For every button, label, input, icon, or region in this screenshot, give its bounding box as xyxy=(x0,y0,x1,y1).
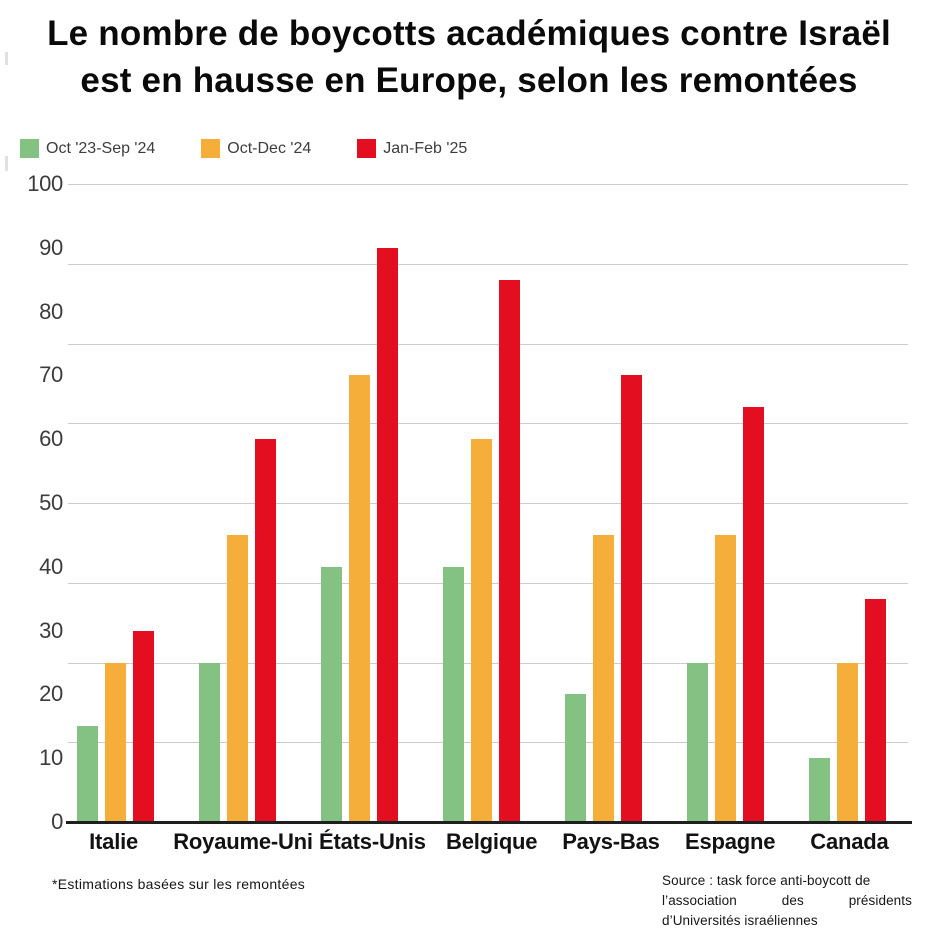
bar-états-unis-oct-23-sep-24 xyxy=(320,566,342,822)
y-tick-label-0: 0 xyxy=(51,809,63,834)
chart-title-line-1: Le nombre de boycotts académiques contre… xyxy=(47,14,891,53)
y-tick-label-60: 60 xyxy=(39,426,63,452)
gridline xyxy=(68,343,908,345)
y-tick-label-90: 90 xyxy=(39,234,63,260)
legend-swatch-orange xyxy=(201,139,221,158)
bar-italie-jan-feb-25 xyxy=(132,630,154,822)
legend-label: Jan-Feb '25 xyxy=(383,139,468,157)
bar-belgique-oct-dec-24 xyxy=(470,439,492,822)
y-tick-label-20: 20 xyxy=(39,681,63,707)
bar-espagne-jan-feb-25 xyxy=(743,407,765,822)
source-line: Source : task force anti-boycott de xyxy=(662,873,871,888)
source-credit: Source : task force anti-boycott de l’as… xyxy=(662,871,912,931)
legend-item-jan-feb25: Jan-Feb '25 xyxy=(357,139,467,158)
legend-item-oct-dec24: Oct-Dec '24 xyxy=(201,139,311,158)
gridline xyxy=(68,423,908,425)
x-category-label-canada: Canada xyxy=(810,829,889,854)
bar-états-unis-oct-dec-24 xyxy=(348,375,370,822)
bar-group-pays-bas xyxy=(543,184,665,822)
legend-label: Oct '23-Sep '24 xyxy=(46,139,156,157)
y-tick-label-80: 80 xyxy=(39,298,63,324)
bar-group-états-unis xyxy=(298,184,420,822)
legend-swatch-green xyxy=(20,139,39,158)
bar-pays-bas-oct-dec-24 xyxy=(593,534,615,822)
gridline xyxy=(68,184,908,185)
legend-label: Oct-Dec '24 xyxy=(227,139,312,157)
bar-group-royaume-uni xyxy=(176,184,298,822)
bar-group-canada xyxy=(787,184,909,822)
y-axis-labels: 100 90 80 70 60 50 40 30 20 10 0 xyxy=(0,171,63,834)
source-line: d’Universités israéliennes xyxy=(662,913,818,928)
plot-bars xyxy=(54,184,909,822)
source-line: l’association des présidents xyxy=(662,893,912,908)
x-axis-labels: Italie Royaume-Uni États-Unis Belgique Pays-… xyxy=(54,829,909,855)
bar-belgique-jan-feb-25 xyxy=(498,279,520,822)
gridline xyxy=(68,263,908,265)
bar-canada-oct-23-sep-24 xyxy=(809,758,831,822)
x-category-label-italie: Italie xyxy=(89,829,139,854)
y-tick-label-30: 30 xyxy=(39,617,63,643)
y-tick-label-70: 70 xyxy=(39,362,63,388)
legend-swatch-red xyxy=(357,139,377,158)
bar-italie-oct-23-sep-24 xyxy=(76,726,98,822)
chart-title-line-2: est en hausse en Europe, selon les remon… xyxy=(80,61,858,100)
bar-belgique-oct-23-sep-24 xyxy=(442,566,464,822)
x-category-label-royaume-uni: Royaume-Uni xyxy=(173,829,313,854)
y-tick-label-100: 100 xyxy=(27,171,63,196)
crop-artifact-mark xyxy=(5,52,8,65)
x-axis-line xyxy=(66,821,912,824)
x-category-label-états-unis: États-Unis xyxy=(319,829,426,854)
legend: Oct '23-Sep '24 Oct-Dec '24 Jan-Feb '25 xyxy=(20,139,467,158)
bar-italie-oct-dec-24 xyxy=(104,662,126,822)
bar-royaume-uni-oct-dec-24 xyxy=(226,534,248,822)
crop-artifact-mark xyxy=(5,156,8,171)
y-tick-label-50: 50 xyxy=(39,490,63,515)
y-tick-label-40: 40 xyxy=(39,553,63,579)
bar-royaume-uni-oct-23-sep-24 xyxy=(198,662,220,822)
chart-title: Le nombre de boycotts académiques contre… xyxy=(0,10,938,104)
footnote-estimations: *Estimations basées sur les remontées xyxy=(52,876,306,892)
legend-item-oct23-sep24: Oct '23-Sep '24 xyxy=(20,139,155,158)
x-category-label-belgique: Belgique xyxy=(446,829,538,854)
y-tick-label-10: 10 xyxy=(39,745,63,771)
x-category-label-espagne: Espagne xyxy=(685,829,776,854)
x-category-label-pays-bas: Pays-Bas xyxy=(562,829,660,854)
bar-group-espagne xyxy=(665,184,787,822)
bar-espagne-oct-23-sep-24 xyxy=(687,662,709,822)
bar-group-belgique xyxy=(420,184,542,822)
bar-canada-oct-dec-24 xyxy=(837,662,859,822)
bar-états-unis-jan-feb-25 xyxy=(376,247,398,822)
bar-espagne-oct-dec-24 xyxy=(715,534,737,822)
bar-royaume-uni-jan-feb-25 xyxy=(254,439,276,822)
bar-pays-bas-jan-feb-25 xyxy=(621,375,643,822)
bar-group-italie xyxy=(54,184,176,822)
bar-pays-bas-oct-23-sep-24 xyxy=(565,694,587,822)
bar-canada-jan-feb-25 xyxy=(865,598,887,822)
